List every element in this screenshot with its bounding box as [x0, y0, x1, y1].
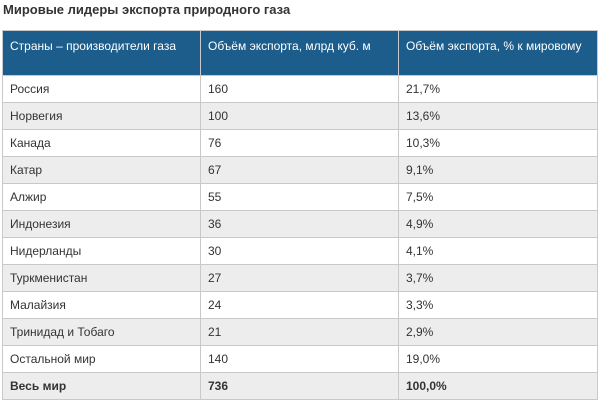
table-row: Алжир 55 7,5%	[2, 183, 598, 211]
country-cell: Нидерланды	[2, 237, 201, 265]
country-cell: Катар	[2, 156, 201, 184]
country-cell: Алжир	[2, 183, 201, 211]
header-volume: Объём экспорта, млрд куб. м	[200, 30, 399, 76]
country-cell: Остальной мир	[2, 345, 201, 373]
share-cell: 10,3%	[398, 129, 598, 157]
country-cell: Индонезия	[2, 210, 201, 238]
country-cell: Норвегия	[2, 102, 201, 130]
total-share-cell: 100,0%	[398, 372, 598, 400]
total-row: Весь мир 736 100,0%	[2, 372, 598, 400]
volume-cell: 140	[200, 345, 399, 373]
table-row: Остальной мир 140 19,0%	[2, 345, 598, 373]
gas-export-table: Страны – производители газа Объём экспор…	[2, 30, 598, 400]
page-title: Мировые лидеры экспорта природного газа	[3, 2, 291, 17]
share-cell: 13,6%	[398, 102, 598, 130]
volume-cell: 36	[200, 210, 399, 238]
volume-cell: 76	[200, 129, 399, 157]
header-share: Объём экспорта, % к мировому	[398, 30, 598, 76]
volume-cell: 21	[200, 318, 399, 346]
table-row: Россия 160 21,7%	[2, 75, 598, 103]
table-row: Канада 76 10,3%	[2, 129, 598, 157]
table-row: Нидерланды 30 4,1%	[2, 237, 598, 265]
share-cell: 2,9%	[398, 318, 598, 346]
volume-cell: 24	[200, 291, 399, 319]
share-cell: 7,5%	[398, 183, 598, 211]
table-row: Индонезия 36 4,9%	[2, 210, 598, 238]
country-cell: Туркменистан	[2, 264, 201, 292]
table-row: Малайзия 24 3,3%	[2, 291, 598, 319]
country-cell: Россия	[2, 75, 201, 103]
table-row: Норвегия 100 13,6%	[2, 102, 598, 130]
share-cell: 19,0%	[398, 345, 598, 373]
share-cell: 21,7%	[398, 75, 598, 103]
volume-cell: 30	[200, 237, 399, 265]
volume-cell: 27	[200, 264, 399, 292]
share-cell: 4,1%	[398, 237, 598, 265]
share-cell: 9,1%	[398, 156, 598, 184]
total-volume-cell: 736	[200, 372, 399, 400]
table-row: Катар 67 9,1%	[2, 156, 598, 184]
share-cell: 3,7%	[398, 264, 598, 292]
share-cell: 3,3%	[398, 291, 598, 319]
country-cell: Малайзия	[2, 291, 201, 319]
table-row: Туркменистан 27 3,7%	[2, 264, 598, 292]
table-row: Тринидад и Тобаго 21 2,9%	[2, 318, 598, 346]
header-country: Страны – производители газа	[2, 30, 201, 76]
volume-cell: 67	[200, 156, 399, 184]
volume-cell: 100	[200, 102, 399, 130]
share-cell: 4,9%	[398, 210, 598, 238]
total-country-cell: Весь мир	[2, 372, 201, 400]
table-header-row: Страны – производители газа Объём экспор…	[2, 30, 598, 76]
volume-cell: 55	[200, 183, 399, 211]
country-cell: Тринидад и Тобаго	[2, 318, 201, 346]
volume-cell: 160	[200, 75, 399, 103]
country-cell: Канада	[2, 129, 201, 157]
